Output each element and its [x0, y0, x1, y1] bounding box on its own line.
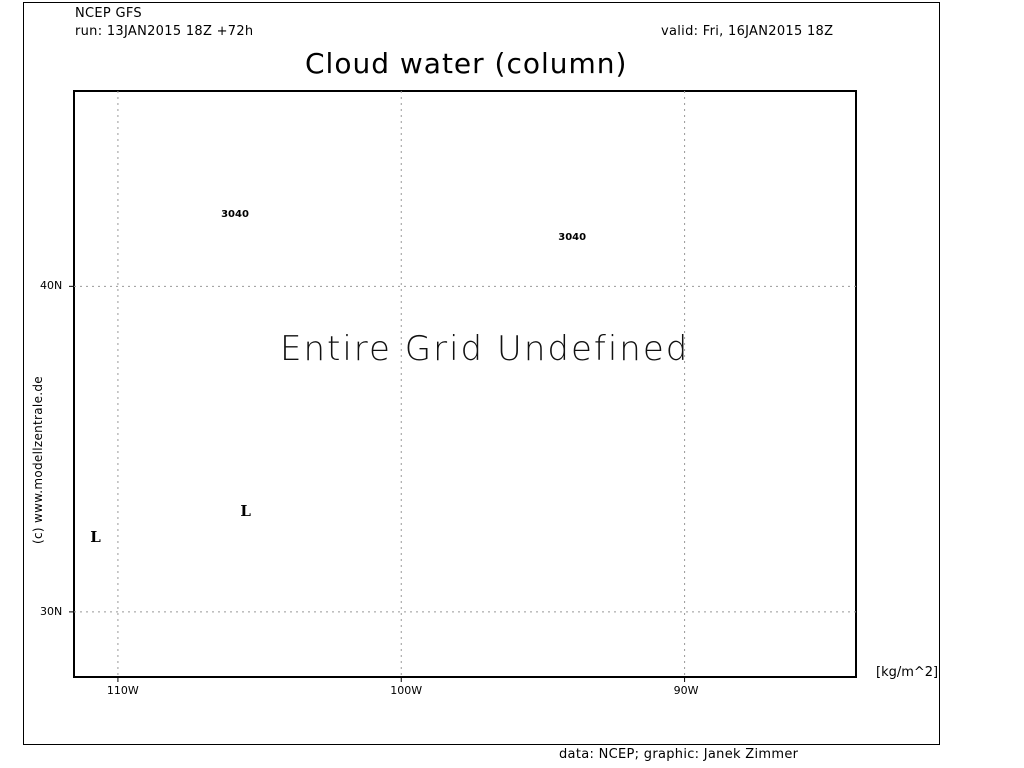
valid-time: valid: Fri, 16JAN2015 18Z — [661, 24, 834, 39]
lon-tick-label: 110W — [106, 684, 139, 697]
plot-border — [73, 90, 857, 678]
map-title: Cloud water (column) — [305, 47, 628, 80]
low-pressure-marker: L — [90, 528, 101, 546]
lon-tick-label: 90W — [673, 684, 699, 697]
gridlines — [74, 91, 856, 677]
low-pressure-marker: L — [240, 501, 251, 520]
undefined-grid-message: Entire Grid Undefined — [280, 329, 690, 369]
data-credit: data: NCEP; graphic: Janek Zimmer — [559, 747, 799, 762]
contour-label: 3040 — [558, 231, 587, 243]
copyright-credit: (c) www.modellzentrale.de — [31, 376, 45, 544]
outer-frame — [23, 2, 940, 745]
run-info: run: 13JAN2015 18Z +72h — [75, 24, 254, 39]
lon-tick-label: 100W — [390, 684, 423, 697]
model-name: NCEP GFS — [75, 6, 142, 21]
contour-label: 3040 — [221, 208, 249, 220]
units-label: [kg/m^2] — [876, 665, 939, 680]
lat-tick-label: 30N — [40, 604, 63, 618]
axis-ticks — [69, 285, 686, 682]
lat-tick-label: 40N — [40, 279, 63, 293]
